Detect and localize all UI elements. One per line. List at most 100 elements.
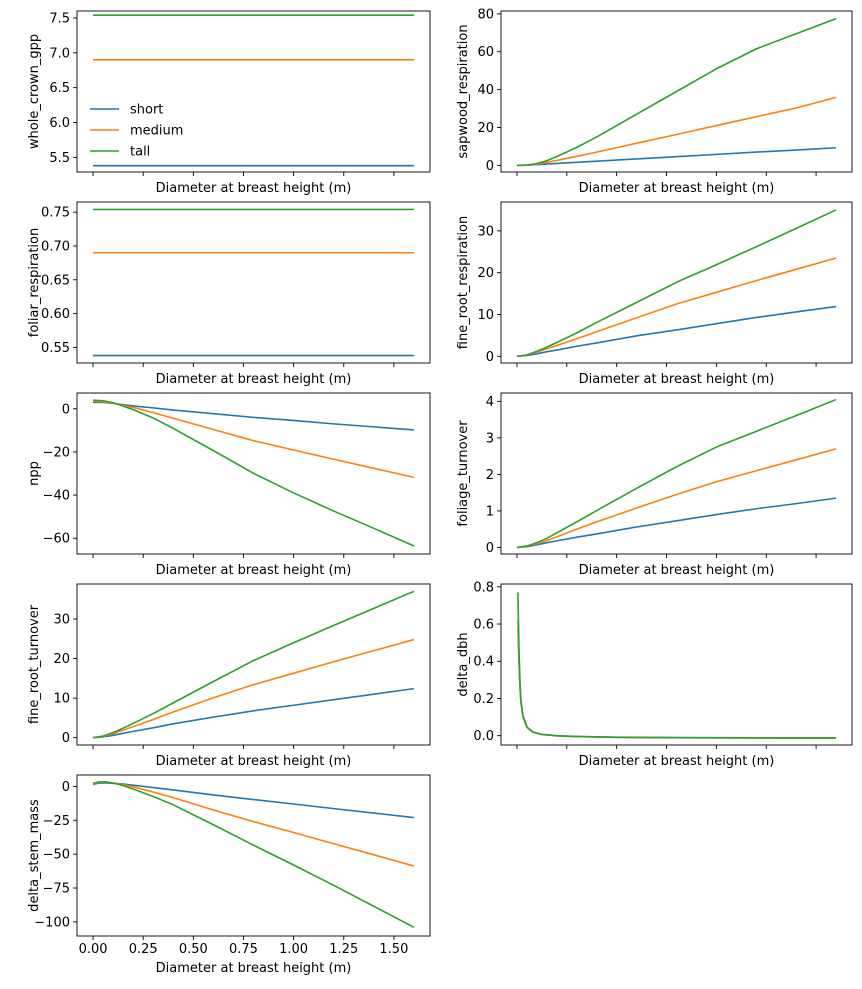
subplot-fine_root_turnover: 0 10 20 30 Diameter at breast height (m) fine…	[27, 583, 431, 769]
y-tick-label: 0.55	[41, 341, 70, 356]
y-tick-label: 20	[477, 266, 494, 281]
y-tick-label: 40	[477, 83, 494, 98]
axes-frame	[76, 10, 431, 173]
axes-frame	[500, 201, 853, 364]
axes-frame	[76, 392, 431, 555]
y-axis-label: whole_crown_gpp	[27, 34, 42, 149]
y-tick-label: 0.75	[41, 206, 70, 221]
subplot-delta_stem_mass: 0.00 0.25 0.50 0.75 1.00 1.25 1.50 0 −25 −50 −75 −1…	[27, 774, 431, 976]
subplot-sapwood_respiration: 0 20 40 60 80 Diameter at breast height (m) sa…	[456, 7, 853, 196]
y-tick-label: 20	[53, 652, 70, 667]
y-tick-label: 0.8	[473, 580, 494, 595]
y-axis-label: delta_stem_mass	[27, 799, 42, 912]
y-tick-label: 6.0	[49, 116, 70, 131]
y-tick-label: 0.6	[473, 618, 494, 633]
legend-label-tall: tall	[130, 145, 150, 160]
y-axis-label: fine_root_respiration	[456, 216, 471, 349]
y-axis-label: foliage_turnover	[456, 420, 471, 527]
y-axis-label: fine_root_turnover	[27, 604, 42, 724]
y-tick-label: 7.5	[49, 11, 70, 26]
subplot-fine_root_respiration: 0 10 20 30 Diameter at breast height (m) fine…	[456, 201, 853, 387]
y-tick-label: 0.2	[473, 692, 494, 707]
y-tick-label: 0.4	[473, 655, 494, 670]
subplot-whole_crown_gpp: 5.5 6.0 6.5 7.0 7.5 Diameter at breast height…	[27, 10, 431, 196]
y-axis-label: delta_dbh	[456, 632, 471, 696]
axes-frame	[500, 583, 853, 746]
subplot-foliar_respiration: 0.55 0.60 0.65 0.70 0.75 Diameter at breast h…	[27, 201, 431, 387]
series-line-short	[92, 687, 415, 739]
x-tick-label: 0.25	[129, 942, 158, 957]
series-line-tall	[92, 590, 415, 739]
x-tick-label: 0.75	[229, 942, 258, 957]
y-axis-label: foliar_respiration	[27, 228, 42, 337]
y-tick-label: 7.0	[49, 46, 70, 61]
series-line-medium	[92, 781, 415, 867]
y-tick-label: 3	[486, 431, 494, 446]
y-tick-label: −50	[43, 848, 70, 863]
y-tick-label: −100	[34, 915, 70, 930]
legend-label-short: short	[130, 103, 163, 118]
y-tick-label: 0	[486, 541, 494, 556]
series-line-short	[517, 627, 837, 739]
y-tick-label: −60	[43, 532, 70, 547]
x-axis-label: Diameter at breast height (m)	[579, 563, 775, 578]
series-line-medium	[92, 638, 415, 739]
series-line-tall	[516, 17, 837, 167]
x-axis-label: Diameter at breast height (m)	[579, 181, 775, 196]
x-tick-label: 1.25	[329, 942, 358, 957]
y-tick-label: 2	[486, 468, 494, 483]
y-tick-label: 0	[62, 780, 70, 795]
y-tick-label: 10	[53, 692, 70, 707]
axes-frame	[76, 201, 431, 364]
y-tick-label: 0	[62, 731, 70, 746]
x-tick-label: 1.50	[379, 942, 408, 957]
y-tick-label: 0.60	[41, 307, 70, 322]
series-line-short	[93, 401, 415, 431]
series-line-tall	[516, 398, 837, 549]
y-tick-label: 10	[477, 308, 494, 323]
x-axis-label: Diameter at breast height (m)	[156, 961, 352, 976]
y-tick-label: 6.5	[49, 81, 70, 96]
series-line-medium	[517, 620, 837, 739]
legend: short medium tall	[90, 103, 183, 160]
axes-frame	[500, 10, 853, 173]
x-axis-label: Diameter at breast height (m)	[156, 372, 352, 387]
series-line-short	[92, 782, 415, 819]
axes-frame	[76, 583, 431, 746]
series-line-tall	[92, 780, 415, 929]
series-line-medium	[516, 96, 837, 167]
series-line-short	[516, 497, 837, 549]
x-tick-label: 0.00	[79, 942, 108, 957]
series-line-tall	[516, 209, 837, 358]
y-axis-label: sapwood_respiration	[456, 24, 471, 158]
y-tick-label: 20	[477, 121, 494, 136]
axes-frame	[76, 774, 431, 937]
y-tick-label: 60	[477, 45, 494, 60]
x-axis-label: Diameter at breast height (m)	[156, 181, 352, 196]
series-line-tall	[517, 592, 837, 739]
x-tick-label: 1.00	[279, 942, 308, 957]
y-axis-label: npp	[27, 461, 42, 486]
series-line-medium	[516, 257, 837, 358]
x-axis-label: Diameter at breast height (m)	[579, 372, 775, 387]
x-tick-label: 0.50	[179, 942, 208, 957]
series-line-medium	[516, 448, 837, 549]
axes-frame	[500, 392, 853, 555]
y-tick-label: 5.5	[49, 151, 70, 166]
subplot-foliage_turnover: 0 1 2 3 4 Diameter at breast height (m) foliag…	[456, 392, 853, 578]
y-tick-label: −25	[43, 814, 70, 829]
y-tick-label: 30	[477, 224, 494, 239]
y-tick-label: −40	[43, 489, 70, 504]
subplot-delta_dbh: 0.0 0.2 0.4 0.6 0.8 Diameter at breast height…	[456, 580, 853, 769]
x-axis-label: Diameter at breast height (m)	[579, 754, 775, 769]
y-tick-label: 80	[477, 7, 494, 22]
y-tick-label: −75	[43, 882, 70, 897]
x-axis-label: Diameter at breast height (m)	[156, 754, 352, 769]
series-line-tall	[92, 399, 415, 547]
x-axis-label: Diameter at breast height (m)	[156, 563, 352, 578]
series-line-short	[516, 146, 837, 167]
y-tick-label: 0.0	[473, 729, 494, 744]
y-tick-label: 0.65	[41, 273, 70, 288]
y-tick-label: 30	[53, 613, 70, 628]
y-tick-label: 0.70	[41, 239, 70, 254]
